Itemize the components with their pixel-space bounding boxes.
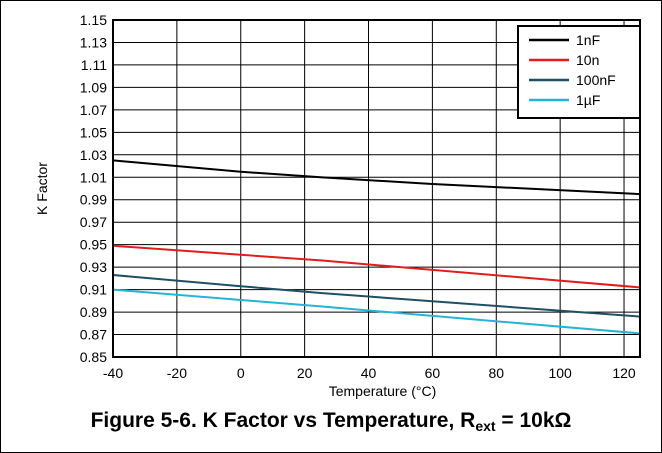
plot-frame: [112, 19, 641, 358]
legend-label-3: 1µF: [576, 92, 600, 108]
x-tick-label: 100: [548, 365, 572, 381]
x-tick-label: -40: [103, 365, 123, 381]
caption-subscript: ext: [475, 418, 496, 434]
series-line-3: [112, 288, 641, 335]
y-tick-label: 0.95: [80, 237, 107, 253]
x-tick-label: 20: [297, 365, 313, 381]
y-tick-label: 0.87: [80, 327, 107, 343]
caption-prefix: Figure 5-6. K Factor vs Temperature, R: [90, 409, 476, 432]
series-line-2: [112, 274, 641, 318]
y-tick-label: 0.85: [80, 349, 107, 365]
caption-suffix: = 10kΩ: [495, 409, 572, 432]
y-tick-label: 0.93: [80, 259, 107, 275]
series-line-0: [112, 159, 641, 196]
y-tick-label: 1.11: [81, 57, 107, 73]
y-tick-label: 1.03: [80, 147, 107, 163]
y-tick-label: 1.07: [80, 102, 107, 118]
x-tick-label: 0: [237, 365, 245, 381]
y-tick-label: 1.09: [80, 79, 107, 95]
y-tick-label: 0.99: [80, 192, 107, 208]
y-tick-label: 1.15: [80, 12, 107, 28]
y-tick-label: 0.89: [80, 304, 107, 320]
y-axis-label: K Factor: [34, 162, 50, 215]
y-tick-label: 1.13: [80, 34, 107, 50]
series-line-1: [112, 244, 641, 289]
x-tick-label: 60: [425, 365, 441, 381]
y-tick-label: 0.97: [80, 214, 107, 230]
x-axis-label: Temperature (°C): [329, 383, 437, 399]
x-tick-label: 120: [612, 365, 636, 381]
legend-label-2: 100nF: [576, 72, 616, 88]
legend-label-0: 1nF: [576, 32, 600, 48]
figure-caption: Figure 5-6. K Factor vs Temperature, Rex…: [1, 409, 661, 434]
legend-label-1: 10n: [576, 52, 599, 68]
y-tick-label: 1.01: [80, 169, 107, 185]
k-factor-chart: K Factor Temperature (°C) 0.85 0.87 0.89 0.…: [34, 12, 641, 399]
y-tick-label: 1.05: [80, 124, 107, 140]
x-tick-label: -20: [167, 365, 187, 381]
x-tick-label: 40: [361, 365, 377, 381]
x-tick-label: 80: [488, 365, 504, 381]
y-tick-label: 0.91: [80, 282, 107, 298]
legend-box: [517, 25, 641, 119]
